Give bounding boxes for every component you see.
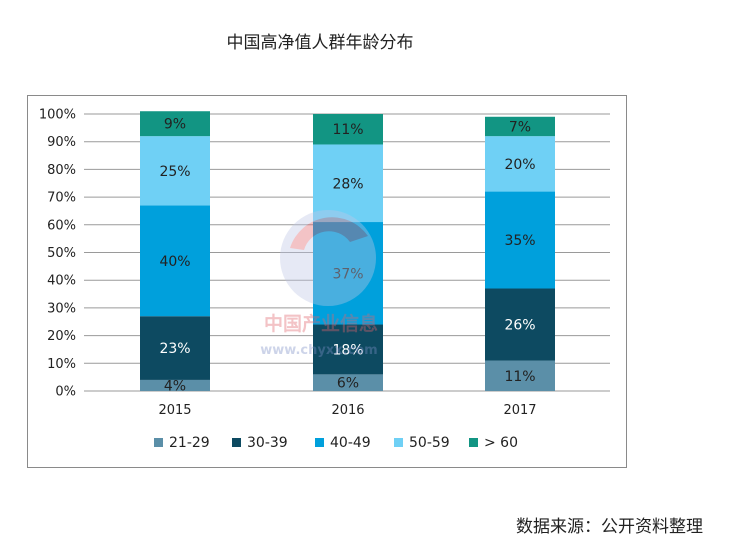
legend-swatch xyxy=(154,438,163,447)
y-tick-label: 0% xyxy=(55,385,76,400)
bar-segment xyxy=(140,136,210,206)
y-tick-label: 90% xyxy=(47,135,76,150)
data-label: 20% xyxy=(504,157,535,173)
bar-segment xyxy=(485,191,555,289)
legend-label: 50-59 xyxy=(409,435,450,451)
data-label: 11% xyxy=(332,122,363,138)
legend-label: 21-29 xyxy=(169,435,210,451)
data-source-note: 数据来源：公开资料整理 xyxy=(516,517,703,537)
watermark-url: www.chyxx.com xyxy=(260,343,377,358)
data-label: 18% xyxy=(332,342,363,358)
legend-swatch xyxy=(469,438,478,447)
legend-swatch xyxy=(232,438,241,447)
data-label: 7% xyxy=(509,119,531,135)
data-label: 26% xyxy=(504,318,535,334)
chart-title: 中国高净值人群年龄分布 xyxy=(226,33,414,53)
legend-label: 40-49 xyxy=(330,435,371,451)
bar-segment xyxy=(485,136,555,192)
y-tick-label: 50% xyxy=(47,246,76,261)
data-label: 40% xyxy=(159,254,190,270)
y-tick-label: 70% xyxy=(47,191,76,206)
data-label: 6% xyxy=(337,376,359,392)
legend-label: > 60 xyxy=(484,435,518,451)
bar-segment xyxy=(313,324,383,375)
y-tick-label: 100% xyxy=(39,108,76,123)
data-label: 28% xyxy=(332,176,363,192)
y-tick-label: 20% xyxy=(47,329,76,344)
y-tick-label: 60% xyxy=(47,218,76,233)
legend-label: 30-39 xyxy=(247,435,288,451)
watermark: 中国产业信息 www.chyxx.com xyxy=(260,210,378,358)
x-tick-label: 2016 xyxy=(331,403,364,418)
bar-segment xyxy=(313,144,383,223)
bar-segment xyxy=(485,360,555,391)
stacked-bar-chart: 0% 10% 20% 30% 40% 50% 60% 70% 80% 90% 100% 4% 23% 40… xyxy=(39,108,610,451)
legend-swatch xyxy=(394,438,403,447)
bar-segment xyxy=(485,288,555,361)
bar-segment xyxy=(140,379,210,391)
data-label: 4% xyxy=(164,378,186,394)
x-tick-label: 2017 xyxy=(503,403,536,418)
y-tick-label: 80% xyxy=(47,163,76,178)
y-tick-label: 10% xyxy=(47,357,76,372)
bar-segment xyxy=(140,111,210,137)
watermark-logo-icon xyxy=(280,210,376,306)
bar-segment xyxy=(140,205,210,317)
data-label: 23% xyxy=(159,341,190,357)
data-label: 37% xyxy=(332,266,363,282)
bar-segment xyxy=(313,374,383,391)
y-tick-label: 40% xyxy=(47,274,76,289)
chart-frame: 0% 10% 20% 30% 40% 50% 60% 70% 80% 90% 100% 4% 23% 40… xyxy=(27,95,627,468)
bar-segment xyxy=(140,316,210,380)
data-label: 35% xyxy=(504,233,535,249)
data-label: 25% xyxy=(159,164,190,180)
data-label: 11% xyxy=(504,369,535,385)
watermark-name: 中国产业信息 xyxy=(264,312,378,335)
bar-segment xyxy=(485,116,555,137)
legend-swatch xyxy=(315,438,324,447)
bar-segment xyxy=(313,114,383,145)
y-tick-label: 30% xyxy=(47,301,76,316)
watermark-logo-arc xyxy=(290,217,368,250)
x-tick-label: 2015 xyxy=(158,403,191,418)
bar-segment xyxy=(313,222,383,325)
data-label: 9% xyxy=(164,117,186,133)
